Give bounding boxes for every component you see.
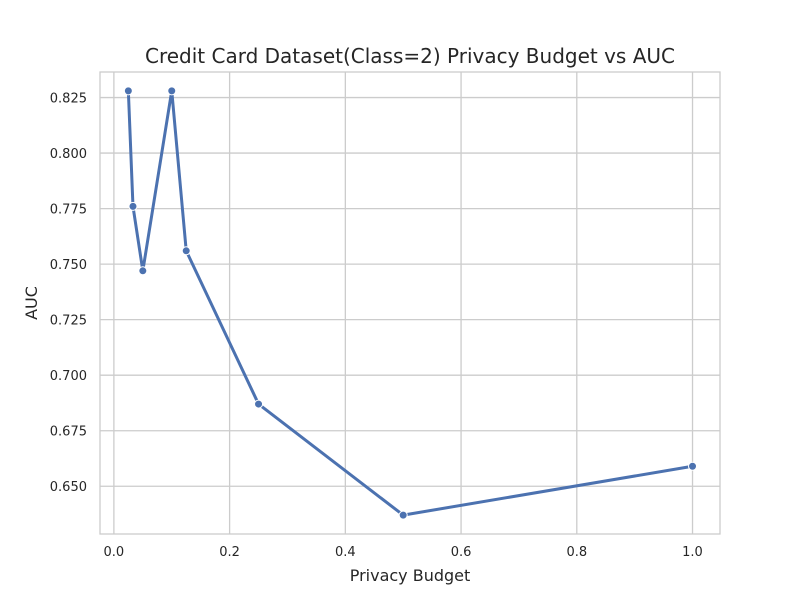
y-tick-label: 0.725 — [50, 314, 87, 329]
data-point — [398, 510, 408, 520]
y-tick-label: 0.775 — [50, 203, 87, 218]
chart-title: Credit Card Dataset(Class=2) Privacy Bud… — [145, 44, 675, 68]
y-axis-ticks: 0.650 0.675 0.700 0.725 0.750 0.775 0.800 0.825 — [50, 92, 87, 496]
data-point — [254, 399, 264, 409]
data-point — [128, 201, 138, 211]
x-axis-ticks: 0.0 0.2 0.4 0.6 0.8 1.0 — [104, 545, 703, 560]
series-layer — [123, 86, 698, 520]
y-tick-label: 0.825 — [50, 92, 87, 107]
y-tick-label: 0.750 — [50, 258, 87, 273]
y-tick-label: 0.650 — [50, 480, 87, 495]
x-tick-label: 0.4 — [335, 545, 356, 560]
data-point — [123, 86, 133, 96]
x-tick-label: 0.2 — [219, 545, 240, 560]
x-tick-label: 0.8 — [566, 545, 587, 560]
series-line — [126, 89, 695, 517]
grid — [100, 72, 720, 534]
data-point — [167, 86, 177, 96]
y-tick-label: 0.800 — [50, 147, 87, 162]
plot-area-frame — [99, 71, 721, 535]
data-point — [181, 246, 191, 256]
x-tick-label: 0.0 — [104, 545, 125, 560]
x-axis-label: Privacy Budget — [350, 566, 471, 585]
x-tick-label: 0.6 — [451, 545, 472, 560]
y-axis-label: AUC — [22, 286, 41, 320]
x-tick-label: 1.0 — [682, 545, 703, 560]
y-tick-label: 0.700 — [50, 369, 87, 384]
data-point — [138, 266, 148, 276]
data-point — [688, 461, 698, 471]
y-tick-label: 0.675 — [50, 425, 87, 440]
